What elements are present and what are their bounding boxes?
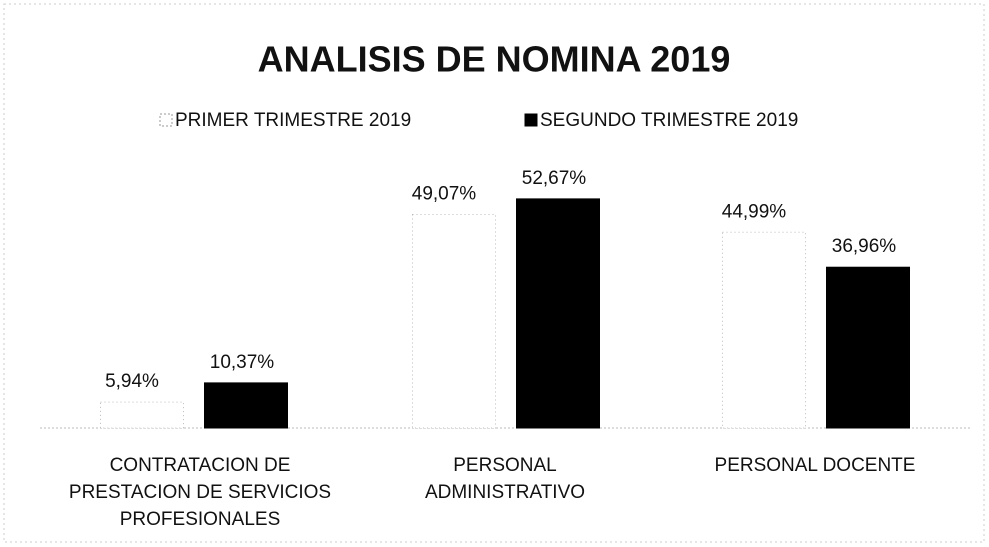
x-tick-label: PERSONAL ADMINISTRATIVO [424, 455, 586, 503]
legend-swatch [159, 113, 173, 127]
legend-label: PRIMER TRIMESTRE 2019 [175, 110, 411, 131]
data-label: 5,94% [105, 371, 159, 392]
data-label: 36,96% [832, 236, 897, 257]
bar [204, 382, 288, 429]
bar [516, 198, 600, 429]
bar [722, 231, 806, 429]
legend-label: SEGUNDO TRIMESTRE 2019 [540, 110, 798, 131]
x-tick-label: PERSONAL DOCENTE [714, 455, 916, 476]
data-label: 49,07% [412, 184, 477, 205]
legend-swatch [524, 113, 538, 127]
chart-border [3, 3, 985, 543]
x-tick-label: CONTRATACION DE PRESTACION DE SERVICIOS … [68, 455, 332, 530]
bar [412, 214, 496, 429]
bar [100, 401, 184, 429]
data-label: 10,37% [210, 352, 275, 373]
data-label: 44,99% [722, 201, 787, 222]
bar [826, 266, 910, 429]
data-label: 52,67% [522, 168, 587, 189]
chart-title: ANALISIS DE NOMINA 2019 [258, 39, 731, 80]
